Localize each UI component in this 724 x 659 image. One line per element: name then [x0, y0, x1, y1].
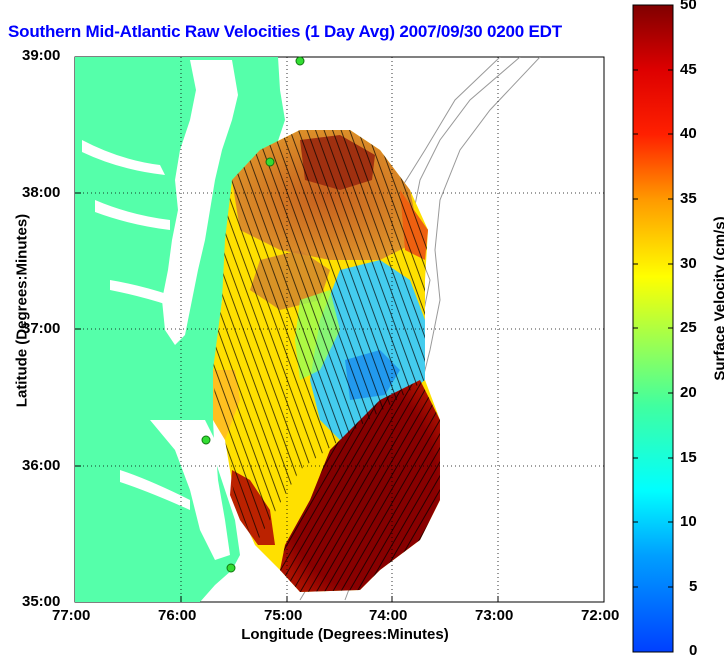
colorbar [632, 4, 674, 653]
x-tick-label: 75:00 [264, 607, 303, 624]
x-axis-label: Longitude (Degrees:Minutes) [241, 626, 449, 643]
colorbar-tick-label: 40 [680, 125, 697, 142]
radar-station [265, 157, 275, 167]
x-tick-label: 72:00 [581, 607, 620, 624]
colorbar-ticks [633, 4, 673, 588]
y-tick-label: 35:00 [22, 593, 61, 610]
y-tick-label: 36:00 [22, 457, 61, 474]
x-tick-label: 76:00 [158, 607, 197, 624]
map-title: Southern Mid-Atlantic Raw Velocities (1 … [8, 22, 562, 41]
colorbar-tick-label: 50 [680, 0, 697, 13]
pamlico-sound [150, 420, 230, 560]
colorbar-label: Surface Velocity (cm/s) [711, 216, 724, 381]
colorbar-tick-label: 25 [680, 319, 697, 336]
radar-station [295, 56, 305, 66]
y-tick-label: 38:00 [22, 184, 61, 201]
colorbar-tick-label: 20 [680, 384, 697, 401]
colorbar-tick-label: 15 [680, 449, 697, 466]
colorbar-tick-label: 35 [680, 190, 697, 207]
colorbar-tick-label: 10 [680, 513, 697, 530]
colorbar-tick-label: 30 [680, 255, 697, 272]
x-tick-label: 73:00 [475, 607, 514, 624]
radar-station [201, 435, 211, 445]
y-axis-label: Latitude (Degrees:Minutes) [13, 213, 31, 408]
colorbar-tick-label: 5 [689, 578, 698, 595]
grid-lines [75, 57, 604, 602]
velocity-field [213, 130, 440, 592]
colorbar-tick-label: 45 [680, 61, 697, 78]
colorbar-tick-label: 0 [689, 642, 698, 659]
x-tick-label: 74:00 [369, 607, 408, 624]
y-tick-label: 39:00 [22, 47, 61, 64]
radar-stations [201, 56, 305, 573]
radar-station [226, 563, 236, 573]
y-tick-label: 37:00 [22, 320, 61, 337]
x-tick-label: 77:00 [52, 607, 91, 624]
